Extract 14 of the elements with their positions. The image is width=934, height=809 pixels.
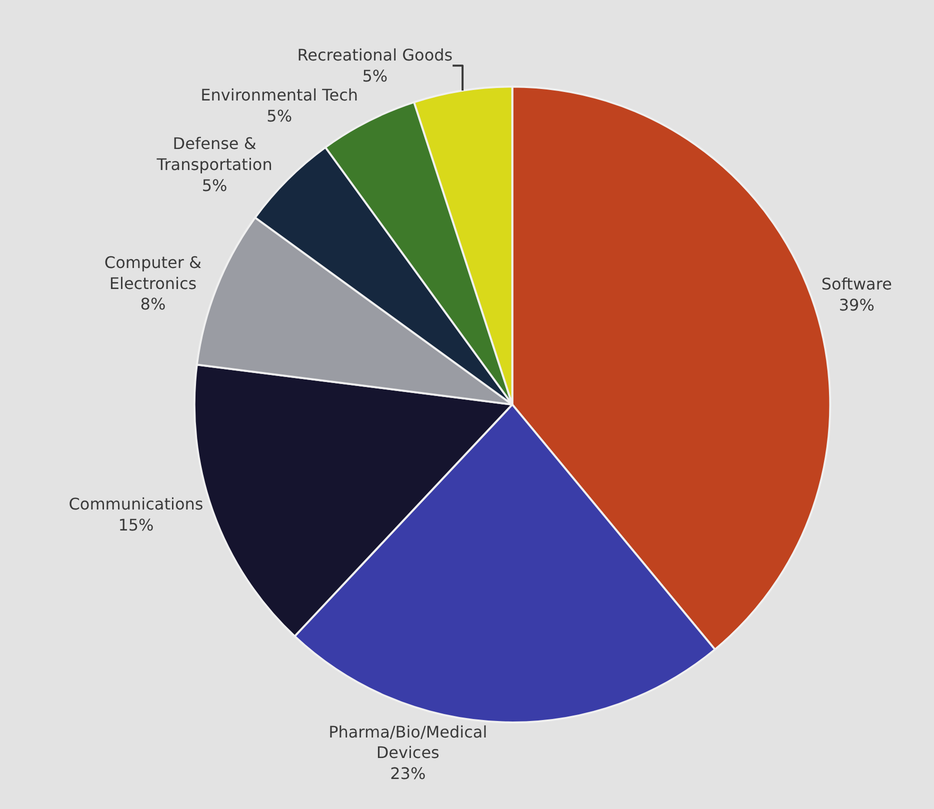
data-label: 5% bbox=[362, 66, 388, 86]
slice-label: Communications bbox=[68, 494, 204, 514]
slice-label: Computer & Electronics bbox=[104, 253, 202, 293]
data-label: 5% bbox=[266, 106, 292, 126]
slice-label: Environmental Tech bbox=[200, 86, 358, 105]
data-label: 23% bbox=[390, 764, 426, 783]
slice-label: Defense & Transportation bbox=[156, 134, 272, 174]
slice-label: Software bbox=[821, 274, 892, 294]
slice-label: Recreational Goods bbox=[297, 46, 453, 65]
slice-label: Pharma/Bio/Medical Devices bbox=[328, 722, 488, 762]
data-label: 8% bbox=[140, 294, 166, 314]
data-label: 5% bbox=[202, 176, 228, 195]
data-label: 15% bbox=[118, 515, 154, 534]
data-label: 39% bbox=[838, 295, 874, 314]
